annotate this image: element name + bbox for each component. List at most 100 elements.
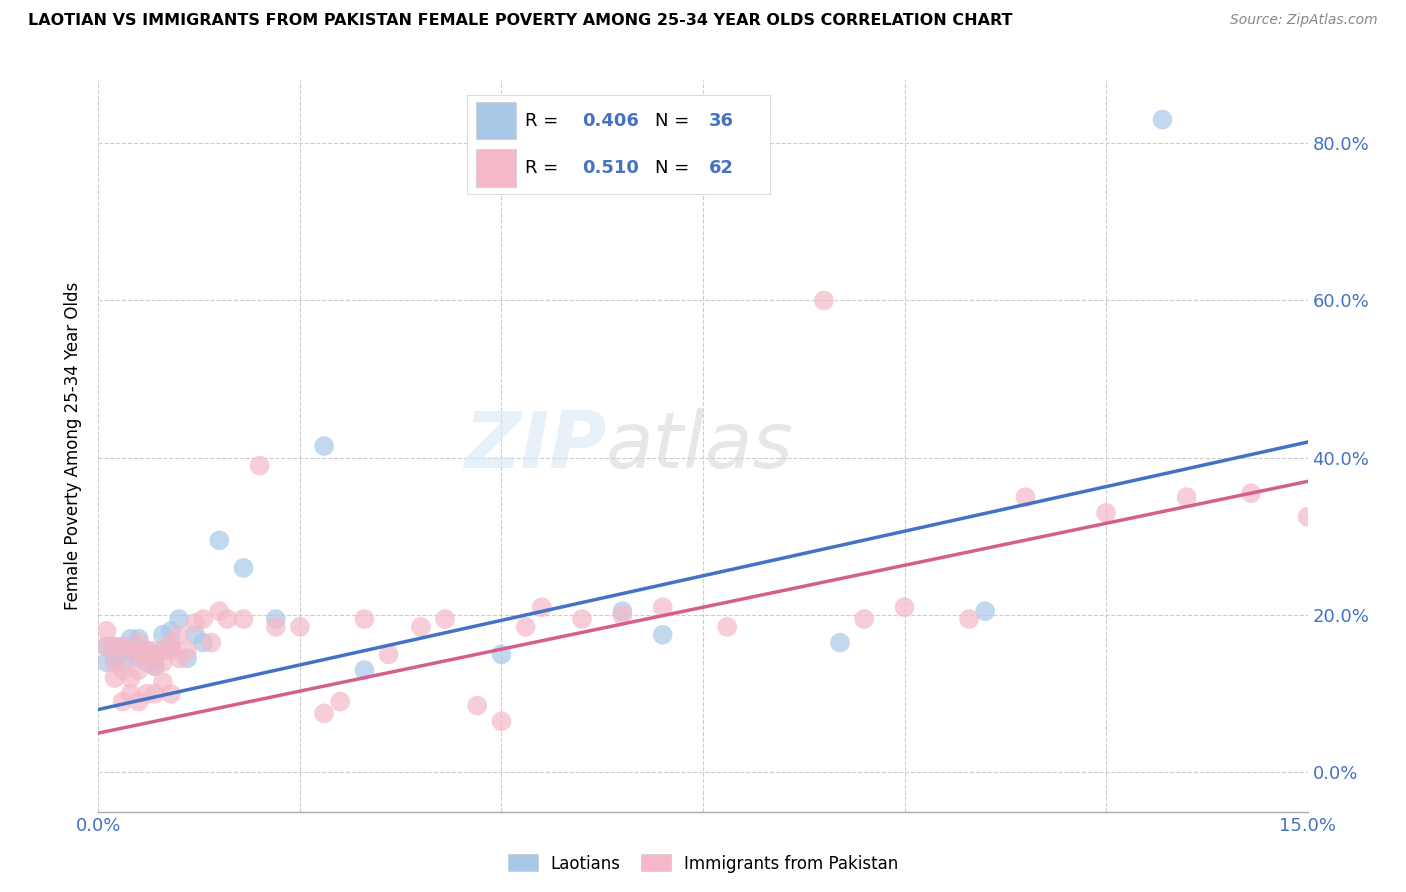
Point: [143, 687, 166, 701]
Point: [152, 655, 174, 669]
Point: [96, 640, 118, 654]
Point: [1240, 486, 1263, 500]
Point: [103, 640, 125, 654]
Point: [377, 648, 399, 662]
Point: [128, 651, 150, 665]
Point: [128, 695, 150, 709]
Text: LAOTIAN VS IMMIGRANTS FROM PAKISTAN FEMALE POVERTY AMONG 25-34 YEAR OLDS CORRELA: LAOTIAN VS IMMIGRANTS FROM PAKISTAN FEMA…: [28, 13, 1012, 29]
Point: [200, 635, 222, 649]
Point: [465, 698, 488, 713]
Point: [111, 640, 134, 654]
Point: [143, 659, 166, 673]
Point: [651, 628, 673, 642]
Point: [128, 635, 150, 649]
Point: [288, 620, 311, 634]
Point: [128, 663, 150, 677]
Point: [651, 600, 673, 615]
Point: [160, 643, 183, 657]
Point: [111, 663, 134, 677]
Point: [828, 635, 851, 649]
Point: [160, 640, 183, 654]
Point: [103, 651, 125, 665]
Point: [128, 643, 150, 657]
Point: [813, 293, 835, 308]
Point: [264, 620, 287, 634]
Point: [103, 671, 125, 685]
Point: [716, 620, 738, 634]
Point: [103, 640, 125, 654]
Point: [135, 651, 157, 665]
Text: atlas: atlas: [606, 408, 794, 484]
Text: ZIP: ZIP: [464, 408, 606, 484]
Point: [135, 643, 157, 657]
Point: [128, 632, 150, 646]
Point: [135, 643, 157, 657]
Point: [96, 655, 118, 669]
Point: [1152, 112, 1174, 127]
Point: [111, 695, 134, 709]
Point: [176, 651, 198, 665]
Point: [957, 612, 980, 626]
Point: [135, 655, 157, 669]
Point: [193, 635, 215, 649]
Point: [120, 671, 142, 685]
Point: [111, 643, 134, 657]
Point: [434, 612, 457, 626]
Point: [208, 604, 231, 618]
Point: [232, 612, 254, 626]
Point: [143, 648, 166, 662]
Point: [103, 655, 125, 669]
Point: [152, 675, 174, 690]
Point: [612, 608, 634, 623]
Point: [217, 612, 239, 626]
Point: [120, 643, 142, 657]
Point: [314, 706, 336, 721]
Point: [329, 695, 352, 709]
Point: [515, 620, 537, 634]
Point: [530, 600, 553, 615]
Point: [143, 643, 166, 657]
Point: [120, 643, 142, 657]
Point: [176, 643, 198, 657]
Point: [152, 643, 174, 657]
Point: [111, 655, 134, 669]
Point: [152, 643, 174, 657]
Point: [160, 635, 183, 649]
Point: [853, 612, 876, 626]
Point: [893, 600, 915, 615]
Text: Source: ZipAtlas.com: Source: ZipAtlas.com: [1230, 13, 1378, 28]
Point: [193, 612, 215, 626]
Point: [160, 687, 183, 701]
Point: [167, 628, 190, 642]
Point: [135, 687, 157, 701]
Point: [111, 640, 134, 654]
Point: [1175, 490, 1198, 504]
Point: [96, 640, 118, 654]
Point: [1095, 506, 1118, 520]
Y-axis label: Female Poverty Among 25-34 Year Olds: Female Poverty Among 25-34 Year Olds: [65, 282, 83, 610]
Point: [409, 620, 432, 634]
Point: [612, 604, 634, 618]
Point: [491, 714, 513, 729]
Point: [96, 624, 118, 638]
Point: [120, 632, 142, 646]
Point: [167, 651, 190, 665]
Point: [208, 533, 231, 548]
Point: [167, 612, 190, 626]
Point: [1296, 509, 1319, 524]
Point: [571, 612, 593, 626]
Point: [353, 663, 375, 677]
Point: [974, 604, 997, 618]
Point: [184, 628, 207, 642]
Legend: Laotians, Immigrants from Pakistan: Laotians, Immigrants from Pakistan: [501, 847, 905, 880]
Point: [1014, 490, 1036, 504]
Point: [128, 648, 150, 662]
Point: [184, 615, 207, 630]
Point: [160, 624, 183, 638]
Point: [152, 628, 174, 642]
Point: [120, 687, 142, 701]
Point: [249, 458, 271, 473]
Point: [314, 439, 336, 453]
Point: [143, 651, 166, 665]
Point: [264, 612, 287, 626]
